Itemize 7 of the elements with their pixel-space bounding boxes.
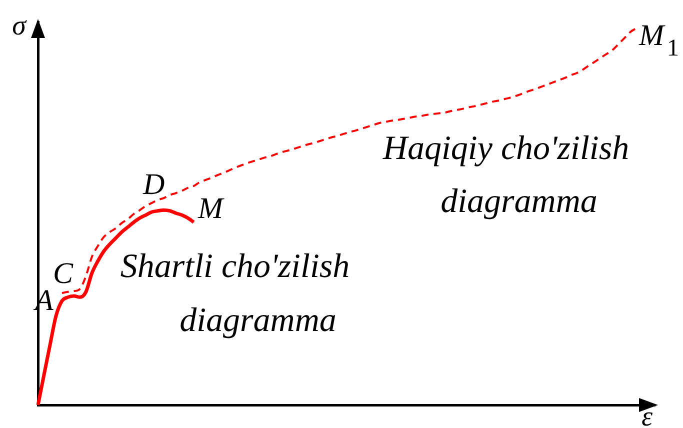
series-label: Haqiqiy cho'zilish diagramma bbox=[382, 130, 630, 220]
annotation: M bbox=[197, 192, 225, 225]
annotation: C bbox=[53, 256, 74, 290]
y-axis-title: σ bbox=[12, 10, 28, 42]
annotation: D bbox=[142, 168, 165, 201]
x-axis-title: ε bbox=[641, 401, 653, 428]
series-label: Shartli cho'zilish diagramma bbox=[120, 248, 350, 339]
